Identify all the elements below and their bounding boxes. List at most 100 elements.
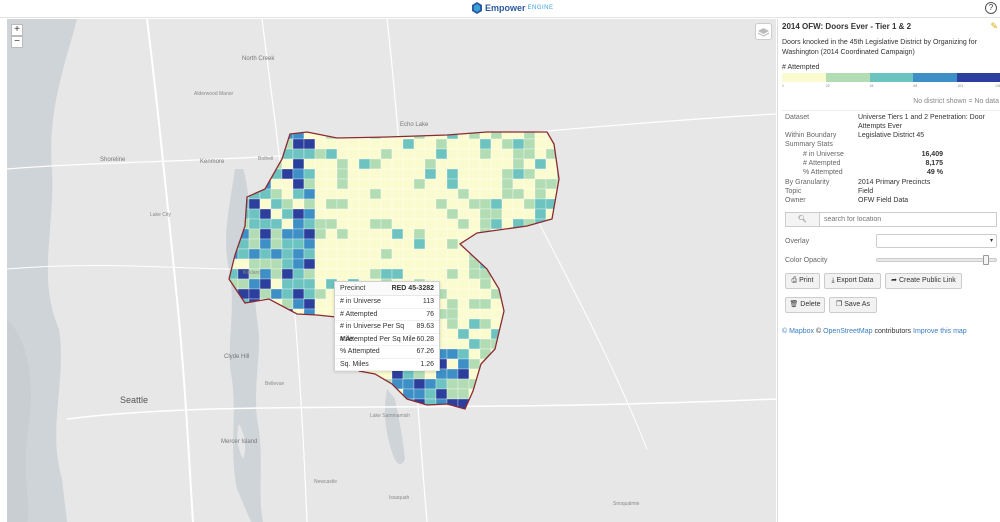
precinct-tile[interactable] bbox=[468, 278, 481, 290]
precinct-tile[interactable] bbox=[457, 198, 470, 210]
precinct-tile[interactable] bbox=[369, 208, 382, 220]
precinct-tile[interactable] bbox=[259, 258, 272, 270]
precinct-tile[interactable] bbox=[358, 408, 371, 419]
precinct-tile[interactable] bbox=[457, 178, 470, 190]
precinct-tile[interactable] bbox=[248, 238, 261, 250]
precinct-tile[interactable] bbox=[259, 198, 272, 210]
precinct-tile[interactable] bbox=[413, 158, 426, 170]
precinct-tile[interactable] bbox=[468, 158, 481, 170]
precinct-tile[interactable] bbox=[512, 258, 525, 270]
precinct-tile[interactable] bbox=[523, 158, 536, 170]
precinct-tile[interactable] bbox=[512, 188, 525, 200]
precinct-tile[interactable] bbox=[237, 388, 250, 400]
precinct-tile[interactable] bbox=[501, 348, 514, 360]
precinct-tile[interactable] bbox=[314, 378, 327, 390]
precinct-tile[interactable] bbox=[325, 138, 338, 150]
precinct-tile[interactable] bbox=[314, 408, 327, 419]
precinct-tile[interactable] bbox=[512, 238, 525, 250]
precinct-tile[interactable] bbox=[435, 158, 448, 170]
precinct-tile[interactable] bbox=[479, 168, 492, 180]
precinct-tile[interactable] bbox=[270, 138, 283, 150]
precinct-tile[interactable] bbox=[446, 248, 459, 260]
precinct-tile[interactable] bbox=[446, 408, 459, 419]
precinct-tile[interactable] bbox=[413, 129, 426, 140]
export-data-button[interactable]: ⤓ Export Data bbox=[824, 273, 881, 289]
precinct-tile[interactable] bbox=[314, 278, 327, 290]
precinct-tile[interactable] bbox=[523, 238, 536, 250]
precinct-tile[interactable] bbox=[424, 248, 437, 260]
search-icon[interactable]: 🔍︎ bbox=[786, 213, 820, 226]
precinct-tile[interactable] bbox=[479, 248, 492, 260]
precinct-tile[interactable] bbox=[303, 248, 316, 260]
precinct-tile[interactable] bbox=[303, 368, 316, 380]
precinct-tile[interactable] bbox=[402, 158, 415, 170]
precinct-tile[interactable] bbox=[556, 148, 568, 160]
precinct-tile[interactable] bbox=[490, 238, 503, 250]
precinct-tile[interactable] bbox=[292, 238, 305, 250]
precinct-tile[interactable] bbox=[292, 368, 305, 380]
precinct-tile[interactable] bbox=[292, 348, 305, 360]
precinct-tile[interactable] bbox=[336, 178, 349, 190]
precinct-tile[interactable] bbox=[534, 348, 547, 360]
precinct-tile[interactable] bbox=[369, 148, 382, 160]
precinct-tile[interactable] bbox=[248, 168, 261, 180]
precinct-tile[interactable] bbox=[347, 208, 360, 220]
precinct-tile[interactable] bbox=[259, 368, 272, 380]
precinct-tile[interactable] bbox=[303, 298, 316, 310]
precinct-tile[interactable] bbox=[479, 348, 492, 360]
precinct-tile[interactable] bbox=[270, 348, 283, 360]
precinct-tile[interactable] bbox=[380, 158, 393, 170]
precinct-tile[interactable] bbox=[237, 208, 250, 220]
precinct-tile[interactable] bbox=[259, 268, 272, 280]
precinct-tile[interactable] bbox=[468, 398, 481, 409]
precinct-tile[interactable] bbox=[227, 298, 239, 310]
precinct-tile[interactable] bbox=[380, 198, 393, 210]
precinct-tile[interactable] bbox=[281, 168, 294, 180]
precinct-tile[interactable] bbox=[534, 278, 547, 290]
precinct-tile[interactable] bbox=[292, 138, 305, 150]
precinct-tile[interactable] bbox=[314, 138, 327, 150]
precinct-tile[interactable] bbox=[424, 378, 437, 390]
overlay-select[interactable]: ▾ bbox=[876, 234, 997, 248]
precinct-tile[interactable] bbox=[534, 398, 547, 409]
opacity-slider[interactable] bbox=[876, 255, 997, 265]
precinct-tile[interactable] bbox=[534, 388, 547, 400]
precinct-tile[interactable] bbox=[523, 168, 536, 180]
precinct-tile[interactable] bbox=[358, 138, 371, 150]
precinct-tile[interactable] bbox=[314, 348, 327, 360]
precinct-tile[interactable] bbox=[457, 298, 470, 310]
precinct-tile[interactable] bbox=[227, 228, 239, 240]
precinct-tile[interactable] bbox=[358, 388, 371, 400]
precinct-tile[interactable] bbox=[556, 348, 568, 360]
precinct-tile[interactable] bbox=[325, 168, 338, 180]
precinct-tile[interactable] bbox=[534, 378, 547, 390]
precinct-tile[interactable] bbox=[490, 298, 503, 310]
precinct-tile[interactable] bbox=[314, 328, 327, 340]
precinct-tile[interactable] bbox=[534, 338, 547, 350]
precinct-tile[interactable] bbox=[556, 188, 568, 200]
precinct-tile[interactable] bbox=[435, 388, 448, 400]
precinct-tile[interactable] bbox=[402, 148, 415, 160]
precinct-tile[interactable] bbox=[468, 198, 481, 210]
precinct-tile[interactable] bbox=[479, 368, 492, 380]
precinct-tile[interactable] bbox=[501, 168, 514, 180]
precinct-tile[interactable] bbox=[292, 398, 305, 409]
precinct-tile[interactable] bbox=[303, 288, 316, 300]
precinct-tile[interactable] bbox=[281, 218, 294, 230]
precinct-tile[interactable] bbox=[534, 308, 547, 320]
precinct-tile[interactable] bbox=[259, 138, 272, 150]
precinct-tile[interactable] bbox=[435, 138, 448, 150]
precinct-tile[interactable] bbox=[424, 218, 437, 230]
precinct-tile[interactable] bbox=[402, 208, 415, 220]
precinct-tile[interactable] bbox=[281, 338, 294, 350]
precinct-tile[interactable] bbox=[292, 228, 305, 240]
precinct-tile[interactable] bbox=[523, 248, 536, 260]
precinct-tile[interactable] bbox=[556, 138, 568, 150]
precinct-tile[interactable] bbox=[259, 129, 272, 140]
precinct-tile[interactable] bbox=[292, 278, 305, 290]
precinct-tile[interactable] bbox=[248, 408, 261, 419]
precinct-tile[interactable] bbox=[281, 288, 294, 300]
precinct-tile[interactable] bbox=[435, 168, 448, 180]
precinct-tile[interactable] bbox=[314, 208, 327, 220]
precinct-tile[interactable] bbox=[468, 238, 481, 250]
